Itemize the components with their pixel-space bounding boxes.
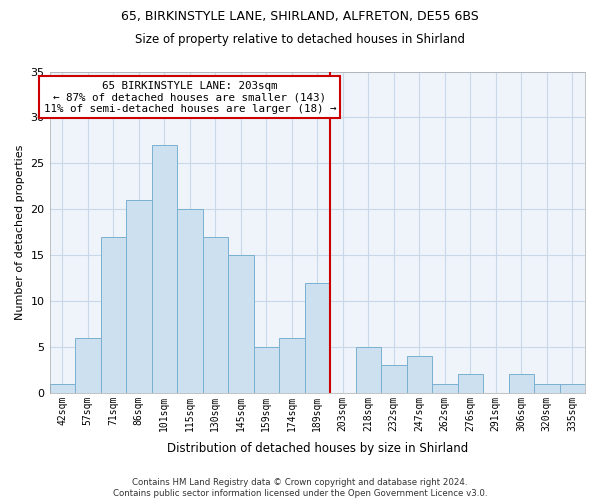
Bar [228,255,254,393]
Bar [534,384,560,393]
Text: Contains HM Land Registry data © Crown copyright and database right 2024.
Contai: Contains HM Land Registry data © Crown c… [113,478,487,498]
Bar [560,384,585,393]
Bar [279,338,305,393]
Bar [305,282,330,393]
Bar [432,384,458,393]
Bar [50,384,75,393]
Bar [509,374,534,393]
Bar [381,366,407,393]
Bar [458,374,483,393]
Bar [75,338,101,393]
Bar [152,145,177,393]
Bar [101,237,126,393]
Bar [254,347,279,393]
Bar [177,209,203,393]
X-axis label: Distribution of detached houses by size in Shirland: Distribution of detached houses by size … [167,442,468,455]
Text: Size of property relative to detached houses in Shirland: Size of property relative to detached ho… [135,32,465,46]
Bar [126,200,152,393]
Y-axis label: Number of detached properties: Number of detached properties [15,144,25,320]
Text: 65, BIRKINSTYLE LANE, SHIRLAND, ALFRETON, DE55 6BS: 65, BIRKINSTYLE LANE, SHIRLAND, ALFRETON… [121,10,479,23]
Bar [356,347,381,393]
Text: 65 BIRKINSTYLE LANE: 203sqm
← 87% of detached houses are smaller (143)
11% of se: 65 BIRKINSTYLE LANE: 203sqm ← 87% of det… [44,80,336,114]
Bar [407,356,432,393]
Bar [203,237,228,393]
